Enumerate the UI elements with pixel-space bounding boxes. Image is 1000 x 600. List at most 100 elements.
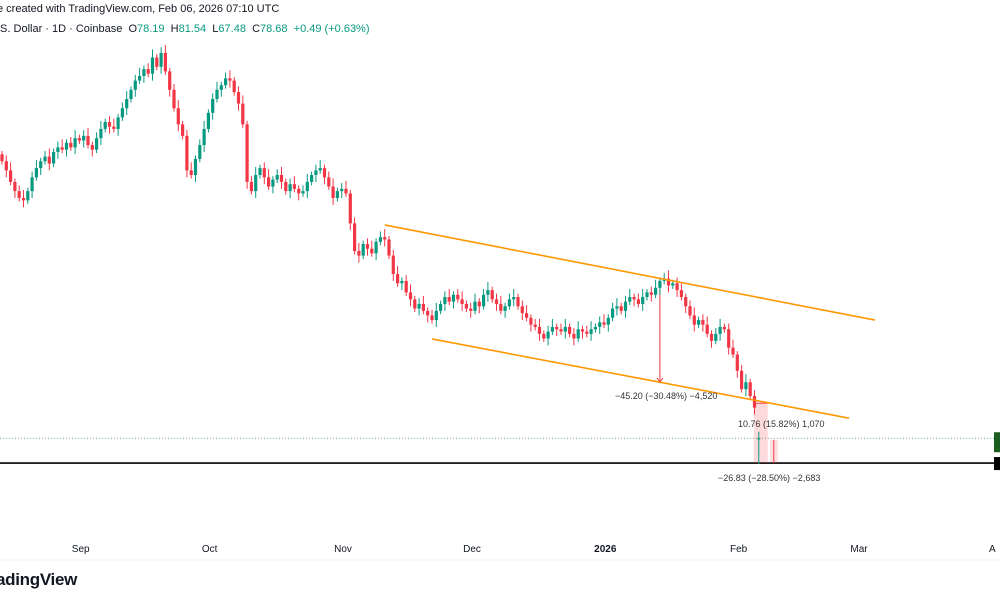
candle-down [464, 303, 468, 309]
candle-down [189, 170, 193, 175]
candle-down [47, 156, 51, 164]
candle-up [443, 297, 447, 304]
candle-down [666, 278, 671, 286]
candle-down [619, 306, 623, 311]
candle-up [73, 138, 77, 148]
candle-up [224, 78, 228, 86]
open-value: 78.19 [137, 23, 165, 35]
candle-down [636, 299, 640, 304]
candle-down [580, 329, 585, 332]
candle-down [413, 299, 417, 309]
measurement-label: −26.83 (−28.50%) −2,683 [718, 473, 821, 483]
candle-down [499, 303, 503, 311]
candle-up [589, 329, 593, 334]
candle-up [563, 326, 567, 332]
candle-down [17, 191, 21, 199]
time-tick-label: Sep [71, 544, 90, 555]
open-label: O [128, 23, 138, 35]
candle-up [361, 244, 365, 256]
candle-down [516, 297, 520, 307]
candle-up [658, 280, 662, 288]
candle-down [9, 170, 13, 182]
candle-down [236, 92, 241, 104]
candle-down [430, 315, 434, 321]
candle-down [77, 138, 81, 141]
candle-up [439, 303, 443, 311]
candle-down [181, 124, 185, 136]
candle-down [331, 186, 335, 199]
candle-down [735, 354, 739, 371]
candle-down [292, 184, 296, 189]
candle-down [112, 126, 116, 129]
candle-up [301, 191, 305, 194]
candle-down [727, 329, 731, 348]
candle-up [611, 308, 615, 318]
ohlc-legend: .S. Dollar · 1D · Coinbase O78.19 H81.54… [0, 23, 370, 35]
candle-down [168, 71, 172, 90]
candle-up [211, 99, 215, 113]
candle-down [86, 135, 90, 146]
measurement-label: 10.76 (15.82%) 1,070 [738, 419, 825, 429]
measure-box [753, 403, 768, 464]
candle-up [606, 317, 610, 325]
candle-down [722, 326, 726, 330]
candle-up [340, 188, 344, 192]
candle-up [714, 333, 718, 341]
candle-up [99, 128, 103, 139]
candle-up [64, 142, 69, 150]
candle-up [142, 69, 146, 76]
candle-up [254, 175, 258, 192]
candle-up [757, 438, 761, 440]
candle-up [512, 297, 516, 300]
close-label: C [252, 23, 261, 35]
candle-up [378, 237, 382, 242]
candle-down [456, 294, 460, 300]
candle-up [318, 168, 322, 171]
candle-down [585, 331, 589, 334]
candle-down [490, 290, 494, 300]
candle-up [507, 299, 511, 307]
candle-up [550, 326, 554, 332]
candle-down [163, 52, 167, 72]
candle-down [245, 124, 249, 182]
candle-down [602, 322, 606, 325]
low-value: 67.48 [218, 23, 246, 35]
candle-down [701, 320, 705, 325]
candle-down [568, 326, 572, 334]
change-value: +0.49 (+0.63%) [293, 23, 370, 35]
candle-down [13, 181, 17, 192]
candle-up [434, 310, 438, 321]
candle-up [645, 292, 649, 298]
candle-down [172, 89, 176, 109]
candle-up [125, 99, 129, 109]
candle-up [671, 283, 675, 286]
measure-box [769, 439, 778, 464]
candle-up [103, 122, 107, 129]
candle-down [4, 161, 8, 171]
candle-down [249, 181, 253, 192]
candle-up [473, 301, 477, 311]
candle-up [39, 161, 43, 169]
candle-down [748, 382, 752, 397]
candle-down [679, 290, 683, 298]
candle-up [335, 191, 339, 199]
candle-down [688, 306, 692, 316]
candle-down [370, 248, 374, 254]
candle-up [52, 151, 56, 164]
symbol-info[interactable]: .S. Dollar · 1D · Coinbase [0, 23, 123, 35]
candle-down [469, 308, 473, 311]
candle-down [460, 299, 464, 304]
candle-down [404, 280, 408, 293]
candle-up [258, 168, 262, 175]
candle-up [275, 175, 279, 180]
candle-down [447, 297, 451, 302]
time-tick-label: Feb [729, 544, 748, 555]
candle-down [494, 299, 499, 304]
candle-down [284, 181, 288, 192]
candle-down [752, 396, 757, 408]
price-label-box [994, 457, 1000, 471]
trendline [384, 224, 876, 321]
candle-down [408, 292, 413, 300]
candle-up [593, 326, 597, 330]
